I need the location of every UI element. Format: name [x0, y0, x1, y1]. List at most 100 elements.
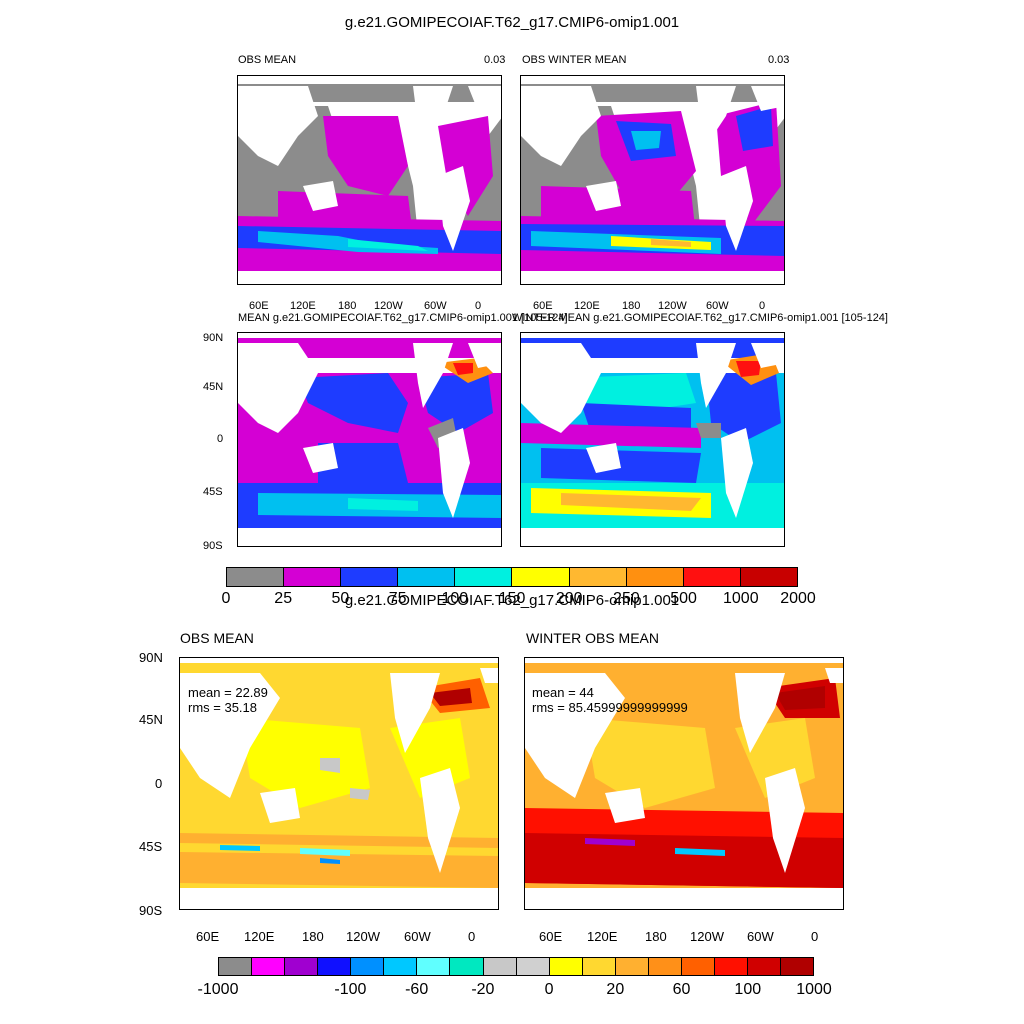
lon-tick: 180	[645, 929, 667, 944]
map-panel-obs-winter-mean	[520, 75, 785, 285]
colorbar-label: 60	[672, 981, 691, 998]
lon-tick: 0	[475, 300, 482, 312]
lat-tick: 45N	[203, 381, 224, 393]
obs-winter-mean-value: 0.03	[768, 54, 790, 66]
colorbar-label: 100	[441, 590, 469, 607]
colorbar-label: -1000	[197, 981, 239, 998]
colorbar-label: 200	[555, 590, 583, 607]
lon-tick: 120W	[658, 300, 687, 312]
colorbar-2	[218, 957, 814, 976]
colorbar-swatch	[683, 568, 741, 586]
colorbar-label: 0	[544, 981, 554, 998]
row2-tickmarks	[237, 547, 785, 553]
colorbar-swatch	[252, 958, 286, 975]
colorbar-swatch	[748, 958, 782, 975]
lon-tick: 120W	[346, 929, 380, 944]
colorbar-swatch	[219, 958, 253, 975]
lat-tick: 90S	[203, 540, 223, 552]
lon-tick: 0	[468, 929, 476, 944]
colorbar-label: 500	[670, 590, 697, 607]
lon-tick: 60E	[196, 929, 220, 944]
colorbar-label: 25	[274, 590, 293, 607]
f2-winter-rms-stat: rms = 85.45999999999999	[532, 700, 688, 715]
lat-tick: 90S	[139, 903, 163, 918]
lat-tick: 0	[155, 776, 163, 791]
lat-tick: 45S	[203, 486, 223, 498]
lon-tick: 60E	[533, 300, 553, 312]
colorbar-swatch	[384, 958, 418, 975]
f2-winter-mean-stat: mean = 44	[532, 685, 594, 700]
f2-winter-obs-mean-label: WINTER OBS MEAN	[526, 630, 660, 646]
f2-obs-mean-stat: mean = 22.89	[188, 685, 268, 700]
lon-tick: 60W	[424, 300, 447, 312]
colorbar-label: -20	[471, 981, 495, 998]
colorbar-swatch	[483, 958, 517, 975]
colorbar-label: 50	[331, 590, 350, 607]
colorbar-swatch	[455, 568, 513, 586]
figure2-title: g.e21.GOMIPECOIAF.T62_g17.CMIP6-omip1.00…	[344, 592, 680, 609]
lat-tick: 90N	[139, 650, 163, 665]
map-panel-f2-winter-obs-mean	[524, 657, 844, 910]
lon-tick: 0	[811, 929, 819, 944]
lon-tick: 120E	[587, 929, 618, 944]
colorbar-swatch	[626, 568, 684, 586]
lon-tick: 180	[302, 929, 324, 944]
colorbar-label: 150	[498, 590, 526, 607]
colorbar-swatch	[615, 958, 649, 975]
lat-tick: 0	[217, 433, 224, 445]
colorbar-swatch	[285, 958, 319, 975]
lon-tick: 120E	[574, 300, 600, 312]
map-panel-model-winter-mean	[520, 332, 785, 547]
lon-tick: 120W	[374, 300, 403, 312]
f2-obs-mean-label: OBS MEAN	[180, 630, 254, 646]
colorbar-swatch	[398, 568, 456, 586]
lon-tick: 60E	[249, 300, 269, 312]
colorbar-swatch	[569, 568, 627, 586]
lat-tick: 45N	[139, 712, 163, 727]
colorbar-swatch	[284, 568, 342, 586]
colorbar-swatch	[516, 958, 550, 975]
lon-tick: 60W	[706, 300, 729, 312]
colorbar-label: -100	[334, 981, 367, 998]
colorbar-swatch	[227, 568, 285, 586]
lon-tick: 180	[622, 300, 641, 312]
colorbar-label: -60	[405, 981, 429, 998]
obs-mean-value: 0.03	[484, 54, 506, 66]
colorbar-swatch	[714, 958, 748, 975]
lon-tick: 180	[338, 300, 357, 312]
colorbar-swatch	[450, 958, 484, 975]
colorbar-label: 1000	[723, 590, 759, 607]
lon-tick: 120W	[690, 929, 724, 944]
lon-tick: 60W	[404, 929, 431, 944]
colorbar-swatch	[341, 568, 399, 586]
colorbar-swatch	[582, 958, 616, 975]
colorbar-swatch	[318, 958, 352, 975]
colorbar-label: 2000	[780, 590, 816, 607]
colorbar-swatch	[417, 958, 451, 975]
colorbar-swatch	[351, 958, 385, 975]
lon-tick: 120E	[290, 300, 316, 312]
lon-tick: 0	[759, 300, 766, 312]
colorbar-label: 75	[388, 590, 407, 607]
colorbar-label: 100	[734, 981, 762, 998]
figure1-title: g.e21.GOMIPECOIAF.T62_g17.CMIP6-omip1.00…	[344, 14, 680, 31]
colorbar-1	[226, 567, 798, 587]
lon-tick: 60E	[539, 929, 563, 944]
map-panel-obs-mean	[237, 75, 502, 285]
colorbar-label: 250	[613, 590, 640, 607]
lat-tick: 90N	[203, 332, 224, 344]
colorbar-label: 20	[606, 981, 625, 998]
colorbar-swatch	[512, 568, 570, 586]
colorbar-swatch	[549, 958, 583, 975]
lon-tick: 60W	[747, 929, 774, 944]
model-winter-mean-label: WINTER MEAN g.e21.GOMIPECOIAF.T62_g17.CM…	[512, 312, 888, 324]
map-panel-model-mean	[237, 332, 502, 547]
map-panel-f2-obs-mean	[179, 657, 499, 910]
colorbar-label: 1000	[796, 981, 832, 998]
obs-winter-mean-label: OBS WINTER MEAN	[522, 54, 627, 66]
colorbar-swatch	[648, 958, 682, 975]
f2-obs-rms-stat: rms = 35.18	[188, 700, 258, 715]
obs-mean-label: OBS MEAN	[238, 54, 297, 66]
model-mean-label: MEAN g.e21.GOMIPECOIAF.T62_g17.CMIP6-omi…	[238, 312, 568, 324]
lat-tick: 45S	[139, 839, 163, 854]
